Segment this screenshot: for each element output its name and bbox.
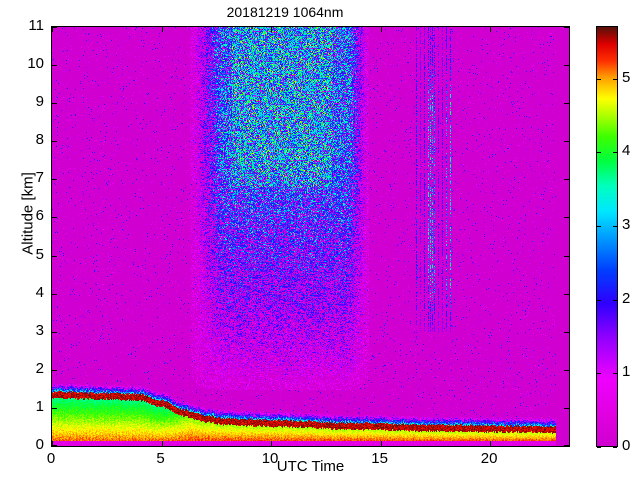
y-axis-tick	[52, 407, 57, 409]
y-axis-tick	[52, 103, 57, 105]
colorbar-tick	[597, 152, 601, 154]
colorbar-tick	[613, 373, 617, 375]
y-axis-tick	[564, 255, 569, 257]
colorbar-tick	[613, 78, 617, 80]
x-axis-tick	[490, 27, 492, 32]
x-axis-tick-label: 0	[46, 450, 56, 467]
colorbar-tick	[613, 152, 617, 154]
y-axis-tick	[52, 255, 57, 257]
x-axis-tick	[380, 441, 382, 446]
colorbar-tick-label: 1	[622, 363, 631, 381]
x-axis-tick	[161, 441, 163, 446]
heatmap-canvas	[52, 27, 569, 446]
x-axis-tick	[271, 441, 273, 446]
y-axis-tick	[564, 141, 569, 143]
y-axis-tick-label: 9	[35, 93, 44, 111]
y-axis-tick	[52, 27, 57, 28]
x-axis-tick	[52, 27, 53, 32]
colorbar-tick-label: 4	[622, 142, 631, 160]
y-axis-tick-label: 3	[35, 321, 44, 339]
y-axis-tick-label: 5	[35, 245, 44, 263]
y-axis-tick	[52, 293, 57, 295]
x-axis-tick	[490, 441, 492, 446]
y-axis-tick	[564, 179, 569, 181]
colorbar-tick-label: 3	[622, 215, 631, 233]
y-axis-tick	[564, 217, 569, 219]
x-axis-tick-label: 20	[480, 450, 498, 467]
colorbar-tick	[597, 373, 601, 375]
x-axis-tick-label: 5	[156, 450, 165, 467]
colorbar-tick	[597, 447, 601, 448]
y-axis-tick-label: 0	[35, 436, 44, 453]
y-axis-tick	[564, 65, 569, 67]
y-axis-tick-label: 2	[35, 359, 44, 377]
x-axis-tick	[271, 27, 273, 32]
x-axis-title: UTC Time	[276, 458, 345, 475]
y-axis-tick	[564, 103, 569, 105]
page-title: 20181219 1064nm	[226, 4, 344, 20]
y-axis-tick-label: 10	[27, 55, 44, 73]
y-axis-tick-label: 4	[35, 283, 44, 301]
y-axis-tick	[564, 27, 569, 28]
colorbar-tick	[613, 225, 617, 227]
colorbar-tick-label: 0	[622, 437, 631, 454]
y-axis-tick	[564, 407, 569, 409]
y-axis-tick	[52, 217, 57, 219]
y-axis-tick	[52, 179, 57, 181]
x-axis-tick-label: 15	[371, 450, 388, 467]
heatmap-plot-area[interactable]	[51, 26, 570, 447]
y-axis-tick	[52, 369, 57, 371]
colorbar-tick	[613, 299, 617, 301]
colorbar-gradient	[597, 27, 617, 446]
y-axis-tick-label: 6	[35, 207, 44, 225]
y-axis-tick-label: 8	[35, 131, 44, 149]
y-axis-tick	[564, 445, 569, 446]
y-axis-title: Altitude [km]	[19, 172, 37, 255]
x-axis-tick	[52, 441, 53, 446]
y-axis-tick	[52, 65, 57, 67]
y-axis-tick-label: 7	[35, 169, 44, 187]
y-axis-tick	[52, 331, 57, 333]
x-axis-tick-label: 10	[261, 450, 279, 467]
colorbar-tick	[613, 447, 617, 448]
colorbar-tick	[597, 299, 601, 301]
y-axis-tick	[564, 331, 569, 333]
colorbar-tick-label: 5	[622, 68, 631, 86]
y-axis-tick-label: 11	[28, 17, 44, 34]
colorbar-tick-label: 2	[622, 289, 631, 307]
colorbar[interactable]	[596, 26, 618, 448]
y-axis-tick	[52, 141, 57, 143]
y-axis-tick	[52, 445, 57, 446]
y-axis-tick	[564, 293, 569, 295]
y-axis-tick	[564, 369, 569, 371]
colorbar-tick	[597, 78, 601, 80]
x-axis-tick	[161, 27, 163, 32]
x-axis-tick	[380, 27, 382, 32]
colorbar-tick	[597, 225, 601, 227]
y-axis-tick-label: 1	[35, 397, 44, 415]
